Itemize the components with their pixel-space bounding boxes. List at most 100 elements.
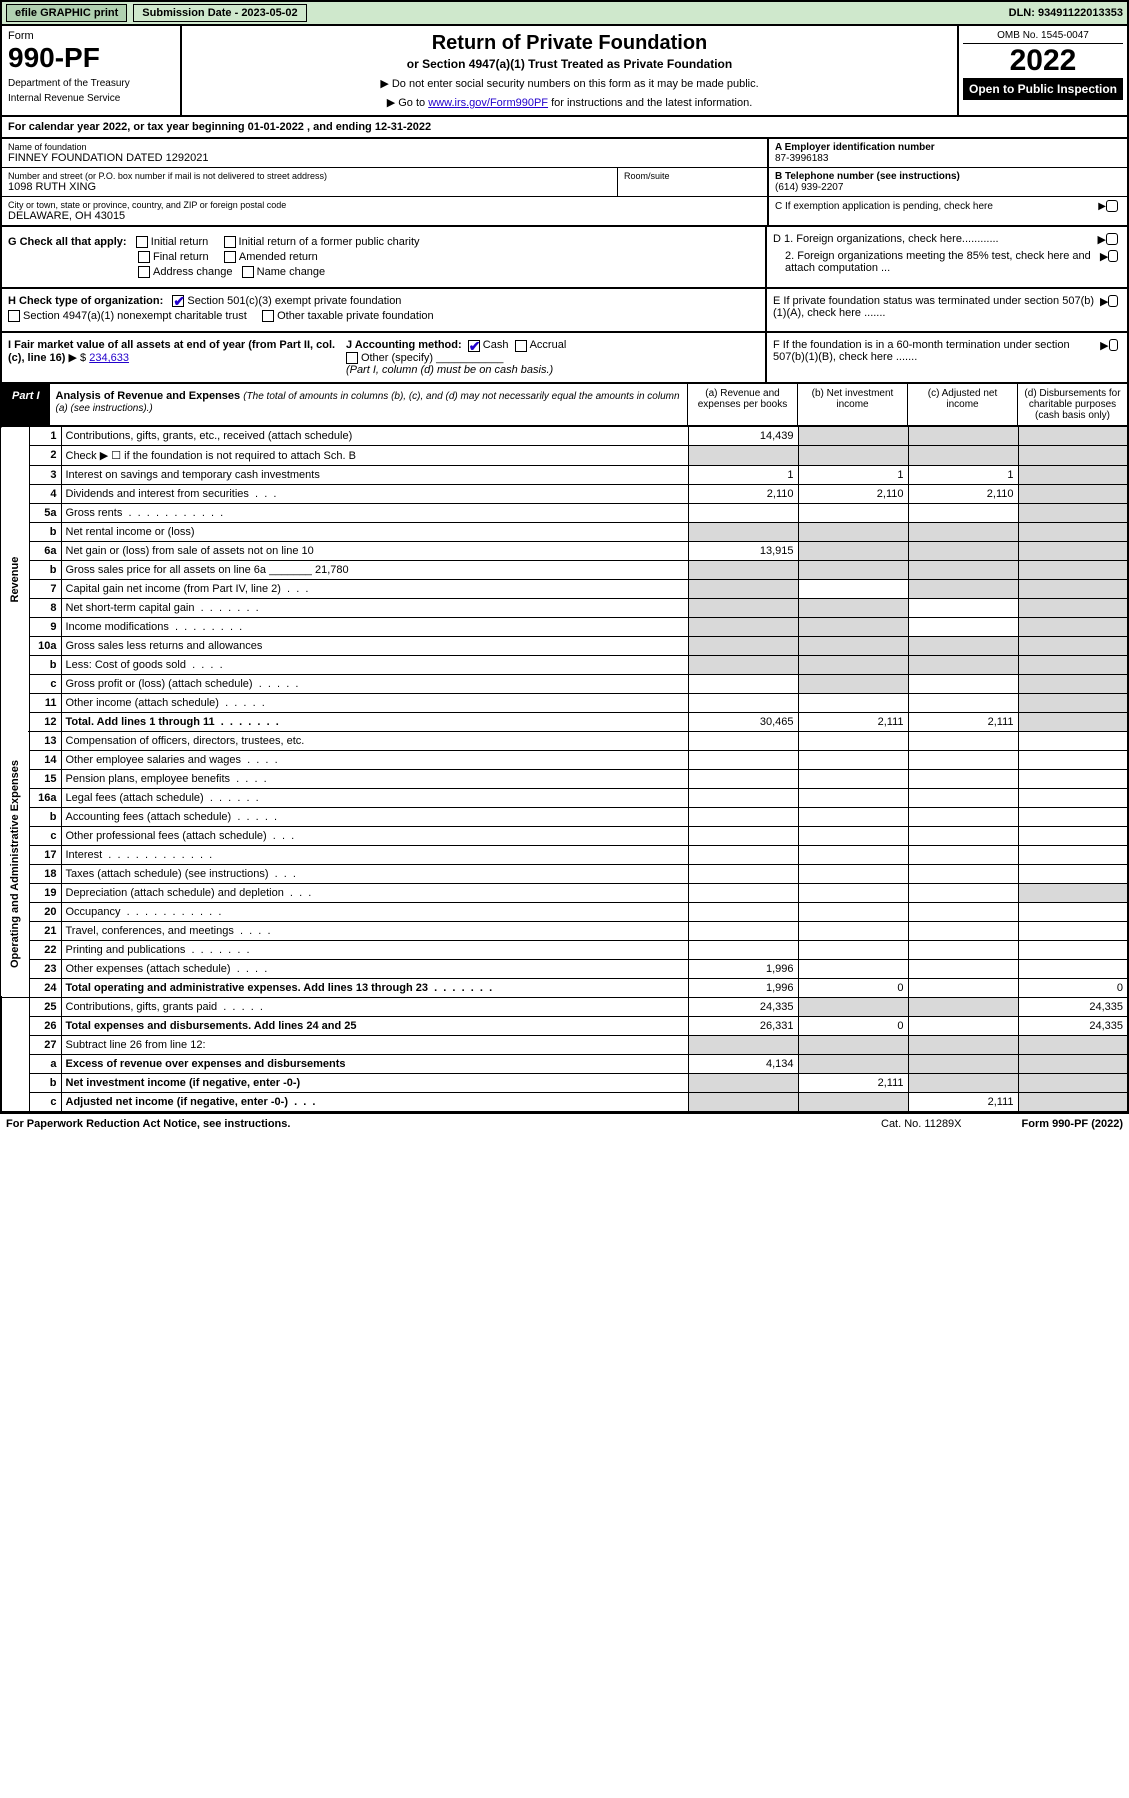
form-ref: Form 990-PF (2022) [1022,1118,1123,1130]
cell-c [908,579,1018,598]
row-desc: Net investment income (if negative, ente… [61,1073,688,1092]
d1-label: D 1. Foreign organizations, check here..… [773,233,999,246]
cell-c [908,921,1018,940]
cell-d [1018,693,1128,712]
note2-post: for instructions and the latest informat… [548,97,752,109]
j-other: Other (specify) [361,352,433,364]
g-amended-chk[interactable] [224,251,236,263]
cell-c [908,541,1018,560]
e-chk[interactable] [1108,295,1118,307]
cal-pre: For calendar year 2022, or tax year begi… [8,121,248,133]
cell-d [1018,769,1128,788]
table-row: 23Other expenses (attach schedule) . . .… [1,959,1128,978]
row-desc: Taxes (attach schedule) (see instruction… [61,864,688,883]
g-final-chk[interactable] [138,251,150,263]
form-header: Form 990-PF Department of the Treasury I… [0,26,1129,117]
g-initial-former-chk[interactable] [224,236,236,248]
j-other-chk[interactable] [346,352,358,364]
cell-c [908,522,1018,541]
cell-b [798,731,908,750]
row-desc: Occupancy . . . . . . . . . . . [61,902,688,921]
col-b-hdr: (b) Net investment income [797,384,907,425]
cell-c [908,427,1018,446]
cell-c [908,826,1018,845]
row-desc: Other income (attach schedule) . . . . . [61,693,688,712]
table-row: cOther professional fees (attach schedul… [1,826,1128,845]
cell-c [908,503,1018,522]
g-addr-chk[interactable] [138,266,150,278]
d2-chk[interactable] [1108,250,1118,262]
cell-c [908,883,1018,902]
table-row: 24Total operating and administrative exp… [1,978,1128,997]
cell-b: 0 [798,1016,908,1035]
row-desc: Net rental income or (loss) [61,522,688,541]
row-desc: Other professional fees (attach schedule… [61,826,688,845]
e-label: E If private foundation status was termi… [773,295,1100,319]
revenue-side-label: Revenue [1,427,29,732]
row-num: 6a [29,541,61,560]
cal-end: 12-31-2022 [375,121,431,133]
h-section: H Check type of organization: Section 50… [2,289,767,331]
row-desc: Gross profit or (loss) (attach schedule)… [61,674,688,693]
row-num: 3 [29,465,61,484]
cell-c [908,636,1018,655]
cell-d: 0 [1018,978,1128,997]
part1-desc: Analysis of Revenue and Expenses (The to… [50,384,687,425]
i-value-link[interactable]: 234,633 [89,352,129,364]
row-desc-text: Depreciation (attach schedule) and deple… [66,887,284,899]
cell-b [798,617,908,636]
info-right: A Employer identification number 87-3996… [767,139,1127,225]
row-desc: Gross rents . . . . . . . . . . . [61,503,688,522]
j-note: (Part I, column (d) must be on cash basi… [346,364,759,376]
table-row: 8Net short-term capital gain . . . . . .… [1,598,1128,617]
info-left: Name of foundation FINNEY FOUNDATION DAT… [2,139,767,225]
cell-d [1018,427,1128,446]
f-chk[interactable] [1109,339,1118,351]
cell-d [1018,445,1128,465]
h-4947-chk[interactable] [8,310,20,322]
cell-b: 1 [798,465,908,484]
h-501c3-chk[interactable] [172,295,184,307]
table-row: 2 Check ▶ ☐ if the foundation is not req… [1,445,1128,465]
g-name-chk[interactable] [242,266,254,278]
d1-chk[interactable] [1106,233,1118,245]
row-desc-text: Net short-term capital gain [66,602,195,614]
row-desc: Travel, conferences, and meetings . . . … [61,921,688,940]
cell-d [1018,750,1128,769]
cell-a: 24,335 [688,997,798,1016]
i-label: I Fair market value of all assets at end… [8,339,335,364]
row-desc: Other employee salaries and wages . . . … [61,750,688,769]
table-row: bNet investment income (if negative, ent… [1,1073,1128,1092]
cell-d [1018,883,1128,902]
efile-print-btn[interactable]: efile GRAPHIC print [6,4,127,22]
j-accrual-chk[interactable] [515,340,527,352]
row-num: 21 [29,921,61,940]
row-desc: Net short-term capital gain . . . . . . … [61,598,688,617]
cell-d [1018,503,1128,522]
row-desc: Compensation of officers, directors, tru… [61,731,688,750]
irs-link[interactable]: www.irs.gov/Form990PF [428,97,548,109]
table-row: aExcess of revenue over expenses and dis… [1,1054,1128,1073]
g-initial: Initial return [151,236,208,248]
phone-value: (614) 939-2207 [775,182,1121,193]
cell-b [798,940,908,959]
cell-b [798,1035,908,1054]
tax-year: 2022 [963,44,1123,78]
row-desc: Income modifications . . . . . . . . [61,617,688,636]
cell-b [798,560,908,579]
row-desc: Subtract line 26 from line 12: [61,1035,688,1054]
h-other-chk[interactable] [262,310,274,322]
table-row: 10aGross sales less returns and allowanc… [1,636,1128,655]
ij-section: I Fair market value of all assets at end… [2,333,767,381]
g-initial-chk[interactable] [136,236,148,248]
row-desc: Printing and publications . . . . . . . [61,940,688,959]
table-row: Revenue 1 Contributions, gifts, grants, … [1,427,1128,446]
cell-c [908,788,1018,807]
row-desc: Pension plans, employee benefits . . . . [61,769,688,788]
j-cash-chk[interactable] [468,340,480,352]
cell-b [798,693,908,712]
row-num: 17 [29,845,61,864]
table-row: 4Dividends and interest from securities … [1,484,1128,503]
c-checkbox[interactable] [1106,200,1118,212]
h-label: H Check type of organization: [8,295,163,307]
